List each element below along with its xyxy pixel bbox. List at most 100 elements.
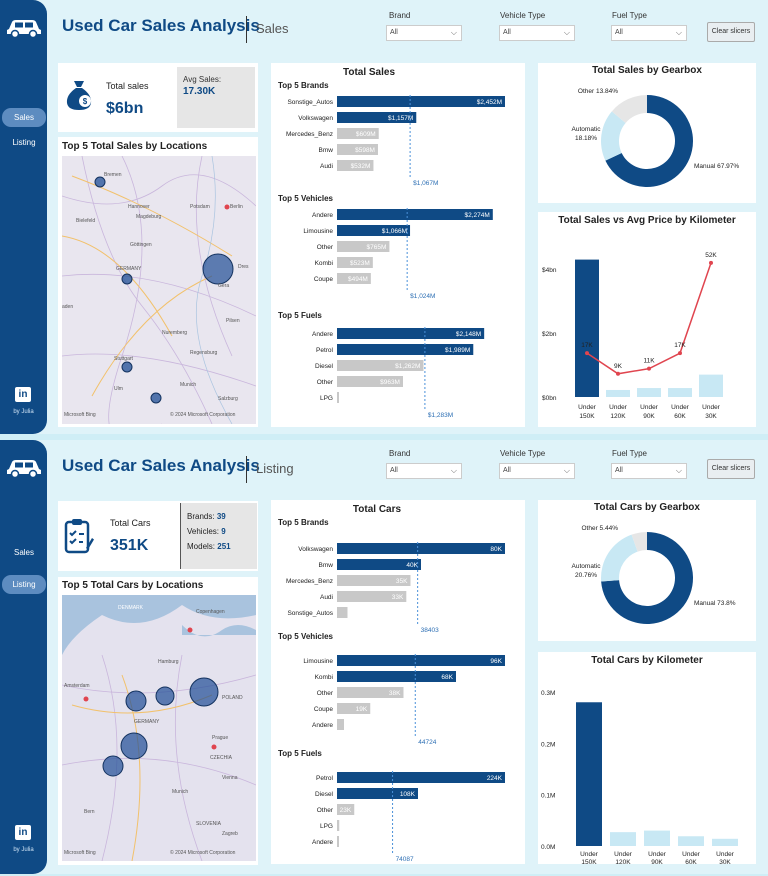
x-tick-label: Under [609,404,628,411]
vehicle-dropdown[interactable]: All ⌵ [499,463,575,479]
brands-count: Brands: 39 [187,512,226,521]
y-tick-label: 0.3M [541,690,555,697]
brand-dropdown[interactable]: All ⌵ [386,463,462,479]
average-reference-label: $1,067M [413,180,438,187]
bar [337,96,505,107]
linkedin-icon[interactable]: in [15,825,31,840]
average-reference-label: 74087 [396,856,414,863]
car-icon [7,20,41,38]
bar-category-label: Andere [312,331,333,338]
line-point [616,371,620,376]
x-tick-label: Under [614,851,633,858]
dashboard-title: Used Car Sales Analysis [62,456,260,475]
gearbox-donut-chart: Manual 67.97% Automatic 18.18% Other 13.84% [572,88,739,187]
map-attribution: Microsoft Bing [64,412,96,418]
bar [337,360,424,371]
map-label: Magdeburg [136,214,162,220]
donut-label: Other 13.84% [578,88,618,95]
map-label: Prague [212,735,229,741]
bar-category-label: Kombi [315,260,333,267]
bar-category-label: Andere [312,212,333,219]
bar [337,820,340,831]
donut-label: Automatic [572,563,602,570]
locations-map[interactable]: DENMARK Copenhagen Hamburg Amsterdam GER… [62,595,256,861]
bar-value-label: $1,066M [382,228,407,235]
bar-value-label: $532M [351,163,371,170]
bar [678,836,704,846]
bar-category-label: Petrol [316,775,334,782]
map-title: Top 5 Total Cars by Locations [62,580,204,591]
total-sales-bars-card: Total Sales Top 5 Brands Sonstige_Autos $… [271,63,525,427]
fuel-dropdown[interactable]: All ⌵ [611,25,687,41]
bar [337,559,421,570]
bar [337,836,339,847]
bar-category-label: Bmw [319,147,334,154]
bar [337,543,505,554]
linkedin-icon[interactable]: in [15,387,31,402]
map-label: Vienna [222,775,238,781]
average-reference-label: 44724 [418,739,436,746]
y-tick-label: 0.2M [541,741,555,748]
bar-value-label: $609M [356,131,376,138]
combo-title: Total Sales vs Avg Price by Kilometer [558,215,736,226]
nav-sales[interactable]: Sales [13,548,34,557]
brands-label: Brands: [187,512,215,521]
donut-label: 18.18% [575,135,597,142]
map-title: Top 5 Total Sales by Locations [62,141,208,152]
chevron-down-icon: ⌵ [563,466,570,475]
bar-value-label: 35K [396,578,408,585]
donut-slice [601,111,626,161]
x-tick-label: 90K [651,859,663,864]
brand-filter-label: Brand [389,11,411,20]
fuels-bar-chart: Andere $2,148M Petrol $1,989M Diesel $1,262M O… [312,325,485,419]
clear-slicers-button[interactable]: Clear slicers [707,22,755,42]
section-title: Top 5 Fuels [278,311,322,320]
vehicle-dropdown[interactable]: All ⌵ [499,25,575,41]
svg-text:$: $ [83,97,88,106]
line-point [585,351,589,356]
nav-sales[interactable]: Sales [2,108,46,127]
map-label: Hamburg [158,659,179,665]
line-point [678,351,682,356]
total-cars-bars-card: Total Cars Top 5 Brands Volkswagen 80K Bmw… [271,500,525,864]
clear-slicers-button[interactable]: Clear slicers [707,459,755,479]
bar [337,241,390,252]
x-tick-label: Under [580,851,599,858]
fuel-dropdown-value: All [615,29,623,36]
line-value-label: 9K [614,363,623,370]
page-title: Sales [256,21,289,36]
donut-title: Total Sales by Gearbox [592,65,702,76]
locations-map[interactable]: Bremen Hannover Potsdam Berlin Bielefeld… [62,156,256,424]
map-label: Bielefeld [76,218,96,224]
bar [337,392,339,403]
line-value-label: 17K [581,342,593,349]
fuel-dropdown[interactable]: All ⌵ [611,463,687,479]
bar-category-label: Kombi [315,674,333,681]
y-tick-label: 0.1M [541,793,555,800]
gearbox-donut-card: Total Cars by Gearbox Manual 73.8% Automa… [538,500,756,641]
vehicle-filter-label: Vehicle Type [500,449,546,458]
km-title: Total Cars by Kilometer [591,655,703,666]
map-label: Copenhagen [196,609,225,615]
bar [337,655,505,666]
map-label: GERMANY [134,719,160,725]
x-tick-label: 90K [643,413,655,420]
x-tick-label: Under [716,851,735,858]
map-label: Pilsen [226,318,240,324]
bar [699,374,723,397]
nav-listing[interactable]: Listing [2,575,46,594]
bar [337,128,379,139]
bar [337,575,411,586]
bar [337,144,378,155]
bar-category-label: Andere [312,722,333,729]
nav-listing[interactable]: Listing [12,138,36,147]
y-tick-label: $2bn [542,331,557,338]
bar-category-label: Limousine [303,658,333,665]
map-roads [62,156,256,424]
section-title: Top 5 Vehicles [278,632,333,641]
bar [337,344,474,355]
locations-map-card: Top 5 Total Cars by Locations DENMARK Co… [58,577,258,865]
brand-dropdown[interactable]: All ⌵ [386,25,462,41]
section-title: Top 5 Brands [278,81,329,90]
x-tick-label: Under [640,404,659,411]
